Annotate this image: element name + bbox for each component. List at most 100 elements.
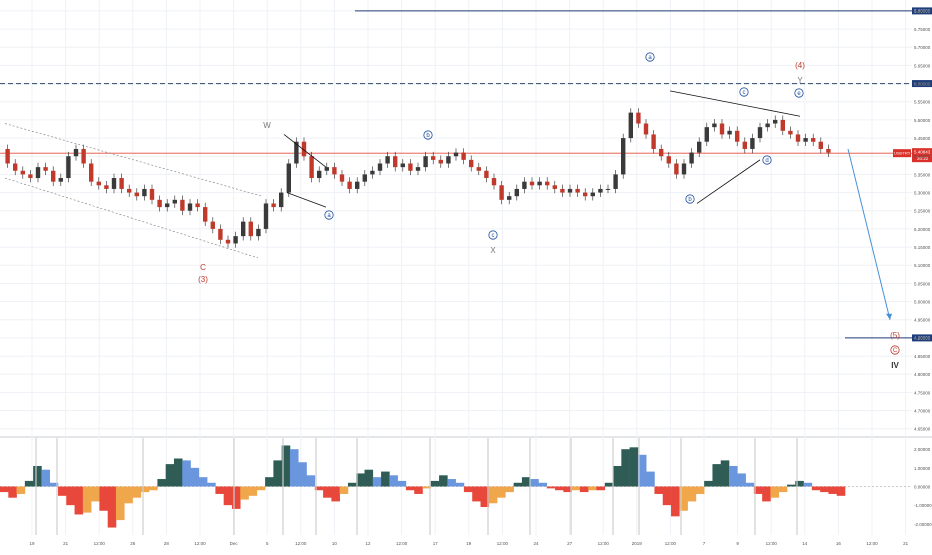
osc-bar bbox=[472, 486, 481, 502]
time-tick-label: 5 bbox=[266, 541, 269, 546]
osc-bar bbox=[646, 471, 655, 487]
candle-body bbox=[218, 228, 223, 240]
candle-body bbox=[241, 221, 246, 237]
candle-body bbox=[476, 167, 481, 171]
osc-bar bbox=[795, 480, 804, 487]
candle-body bbox=[355, 181, 360, 189]
candle-body bbox=[332, 167, 337, 175]
time-tick-label: 12:00 bbox=[598, 541, 610, 546]
osc-bar bbox=[405, 486, 415, 491]
time-tick-label: 12:00 bbox=[497, 541, 509, 546]
osc-bar bbox=[422, 486, 432, 489]
price-tick-label: 4.85000 bbox=[914, 354, 931, 359]
osc-bar bbox=[662, 486, 672, 506]
wave-text: C bbox=[200, 263, 206, 272]
osc-bar bbox=[695, 486, 705, 494]
candle-body bbox=[697, 141, 702, 153]
candle-body bbox=[301, 141, 307, 157]
osc-bar bbox=[165, 464, 175, 487]
triangle2-line-lower bbox=[696, 159, 761, 204]
wave-circle bbox=[423, 130, 433, 140]
price-tick-label: 4.65000 bbox=[914, 427, 931, 432]
triangle-line-upper bbox=[283, 134, 327, 168]
channel-upper-line bbox=[4, 123, 263, 197]
candle-body bbox=[567, 188, 573, 193]
candle-body bbox=[514, 188, 519, 197]
wave-text: (3) bbox=[198, 275, 208, 284]
candle-body bbox=[233, 236, 238, 244]
candle-body bbox=[13, 163, 18, 171]
projection-arrowhead bbox=[886, 313, 892, 320]
lower-target-label: 4.90000 bbox=[914, 336, 931, 341]
osc-bar bbox=[679, 486, 688, 511]
osc-bar bbox=[115, 486, 125, 521]
osc-bar bbox=[604, 482, 614, 487]
osc-bar bbox=[314, 486, 324, 491]
osc-bar bbox=[273, 460, 282, 487]
candle-body bbox=[659, 148, 664, 157]
osc-bar bbox=[770, 486, 780, 498]
triangle-line-lower bbox=[286, 192, 327, 208]
candle-body bbox=[628, 112, 633, 139]
candle-body bbox=[172, 199, 177, 204]
wave-circle bbox=[685, 194, 695, 204]
wave-label-3: a bbox=[324, 210, 334, 220]
osc-bar bbox=[579, 486, 589, 493]
osc-bar bbox=[57, 486, 67, 496]
wave-text: Y bbox=[797, 76, 803, 85]
osc-bar bbox=[828, 486, 838, 494]
candle-body bbox=[400, 163, 405, 168]
candle-body bbox=[347, 181, 352, 189]
osc-bar bbox=[215, 486, 224, 494]
wave-text: e bbox=[797, 91, 801, 97]
candle-body bbox=[529, 181, 535, 186]
candle-body bbox=[20, 170, 25, 175]
upper-target-label: 5.80000 bbox=[914, 9, 931, 14]
osc-bar bbox=[729, 465, 738, 487]
time-tick-label: 17 bbox=[433, 541, 439, 546]
candle-body bbox=[104, 185, 109, 189]
candle-body bbox=[111, 178, 117, 189]
wave-text: IV bbox=[891, 361, 899, 370]
candle-body bbox=[317, 170, 322, 179]
wave-label-8: b bbox=[685, 194, 695, 204]
candle-body bbox=[438, 159, 443, 164]
osc-bar bbox=[389, 475, 398, 487]
time-tick-label: 12:00 bbox=[94, 541, 106, 546]
osc-bar bbox=[621, 449, 630, 487]
candle-body bbox=[453, 152, 459, 157]
osc-bar bbox=[414, 486, 423, 494]
candle-body bbox=[681, 163, 687, 175]
price-tick-label: 5.65000 bbox=[914, 63, 931, 68]
symbol-label: USDTRY bbox=[894, 151, 911, 156]
wave-label-11: e bbox=[794, 88, 804, 98]
resistance-label: 5.60000 bbox=[914, 81, 931, 86]
price-tick-label: 5.10000 bbox=[914, 263, 931, 268]
candle-body bbox=[583, 192, 588, 197]
osc-bar bbox=[811, 486, 821, 491]
time-tick-label: 28 bbox=[164, 541, 170, 546]
candle-body bbox=[362, 174, 367, 182]
osc-bar bbox=[173, 458, 183, 487]
candle-body bbox=[780, 119, 785, 131]
wave-circle bbox=[324, 210, 334, 220]
osc-bar bbox=[596, 486, 606, 491]
osc-bar bbox=[455, 482, 465, 487]
osc-bar bbox=[323, 486, 332, 498]
osc-bar bbox=[546, 486, 556, 489]
osc-bar bbox=[372, 477, 382, 487]
wave-text: C bbox=[893, 348, 898, 354]
candle-body bbox=[225, 239, 231, 244]
time-tick-label: 16 bbox=[836, 541, 842, 546]
osc-bar bbox=[480, 486, 490, 508]
osc-tick-label: -2.00000 bbox=[914, 522, 932, 527]
wave-label-0: C bbox=[200, 263, 206, 272]
candle-body bbox=[195, 203, 200, 208]
osc-bar bbox=[538, 482, 548, 487]
candle-body bbox=[507, 196, 512, 200]
osc-bar bbox=[463, 486, 473, 493]
osc-bar bbox=[753, 486, 763, 494]
time-tick-label: 7 bbox=[703, 541, 706, 546]
